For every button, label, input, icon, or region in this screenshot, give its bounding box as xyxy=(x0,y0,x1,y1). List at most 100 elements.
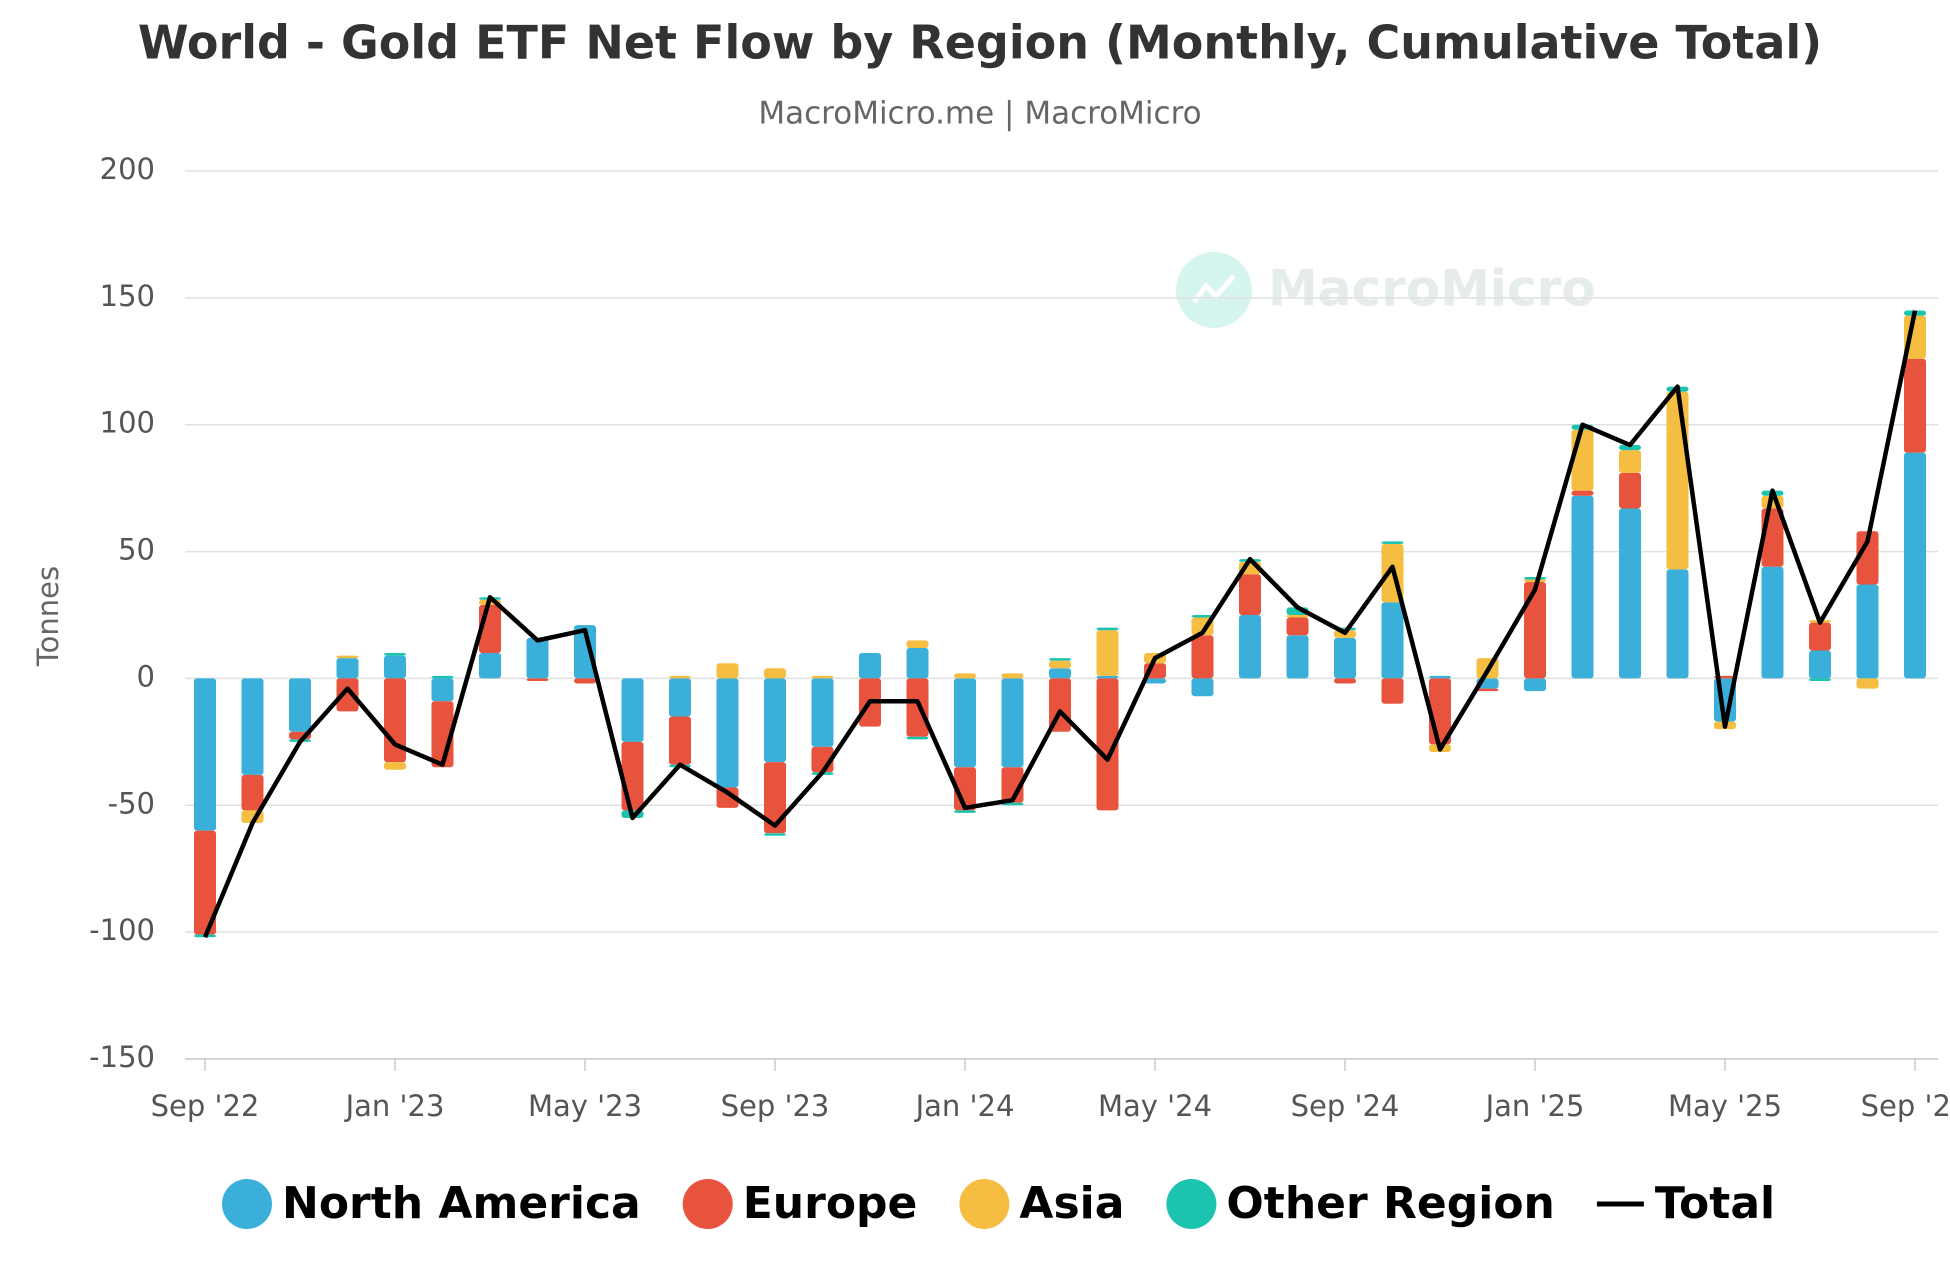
bar-segment xyxy=(1666,391,1689,570)
bar-segment xyxy=(1191,615,1214,618)
bar-segment xyxy=(811,678,834,747)
legend-symbol xyxy=(682,1179,733,1229)
bar-segment xyxy=(1809,622,1831,651)
bar-segment xyxy=(431,678,454,702)
bar-segment xyxy=(1856,678,1879,689)
bar-segment xyxy=(716,663,739,679)
bar-segment xyxy=(1239,615,1261,679)
bar-segment xyxy=(1049,668,1071,679)
bar-segment xyxy=(431,675,454,679)
x-tick-label: Sep '22 xyxy=(151,1089,260,1123)
watermark-logo xyxy=(1176,252,1252,328)
legend-label: Europe xyxy=(743,1178,918,1229)
bar-segment xyxy=(621,741,644,811)
bar-segment xyxy=(1904,452,1926,679)
bar-segment xyxy=(526,678,549,681)
bar-segment xyxy=(241,774,264,811)
bar-segment xyxy=(1096,675,1119,679)
bar-segment xyxy=(194,830,216,935)
legend-label: Asia xyxy=(1019,1178,1124,1229)
bar-segment xyxy=(1666,569,1689,679)
bar-segment xyxy=(669,716,691,765)
bar-segment xyxy=(241,678,264,775)
bar-segment xyxy=(1856,531,1879,585)
bar-segment xyxy=(336,655,359,659)
legend-label: Other Region xyxy=(1226,1178,1554,1229)
bar-segment xyxy=(669,678,691,717)
bar-segment xyxy=(1904,358,1926,453)
bar-segment xyxy=(336,678,359,712)
bar-segment xyxy=(954,810,976,813)
y-tick-label: -150 xyxy=(89,1040,155,1074)
bar-segment xyxy=(384,653,406,656)
bar-segment xyxy=(906,647,929,679)
legend-label: Total xyxy=(1655,1178,1775,1229)
legend-label: North America xyxy=(282,1178,641,1229)
bar-segment xyxy=(194,678,216,831)
bar-segment xyxy=(1049,660,1071,669)
bar-segment xyxy=(764,762,786,834)
bar-segment xyxy=(1524,678,1546,692)
x-tick-label: May '23 xyxy=(528,1089,642,1123)
chart-title: World - Gold ETF Net Flow by Region (Mon… xyxy=(138,16,1822,70)
x-tick-label: Jan '23 xyxy=(344,1089,445,1123)
bar-segment xyxy=(1049,658,1071,661)
bar-segment xyxy=(1001,673,1024,679)
bar-segment xyxy=(1381,602,1404,679)
x-tick-label: Sep '24 xyxy=(1291,1089,1400,1123)
bar-segment xyxy=(384,655,406,679)
bar-segment xyxy=(1286,615,1309,618)
bar-segment xyxy=(1571,429,1594,491)
y-tick-label: -100 xyxy=(89,913,155,947)
bar-segment xyxy=(1286,617,1309,636)
bar-segment xyxy=(716,787,739,808)
x-tick-label: May '25 xyxy=(1668,1089,1782,1123)
total-line xyxy=(202,310,1918,939)
bar-segment xyxy=(1524,582,1546,679)
x-tick-label: Sep '23 xyxy=(721,1089,830,1123)
x-tick-label: Jan '25 xyxy=(1484,1089,1585,1123)
bar-segment xyxy=(1761,566,1784,679)
x-tick-label: May '24 xyxy=(1098,1089,1212,1123)
bar-segment xyxy=(764,668,786,679)
bar-segment xyxy=(669,675,691,679)
y-tick-label: -50 xyxy=(108,786,155,820)
bar-segment xyxy=(1001,802,1024,806)
bar-segment xyxy=(859,653,881,679)
bar-segment xyxy=(1476,688,1499,692)
bar-segment xyxy=(1619,472,1641,509)
bar-segment xyxy=(1524,579,1546,583)
bar-segment xyxy=(1191,678,1214,697)
bar-segment xyxy=(1619,450,1641,473)
bar-segment xyxy=(1239,574,1261,615)
bar-segment xyxy=(526,637,549,679)
bar-segment xyxy=(1571,495,1594,679)
bar-segment xyxy=(1191,635,1214,679)
bar-segment xyxy=(289,678,311,732)
bar-segment xyxy=(954,678,976,768)
bar-segment xyxy=(1429,675,1451,679)
bar-segment xyxy=(906,678,929,737)
bar-segment xyxy=(384,762,406,770)
bar-segment xyxy=(1619,508,1641,679)
bar-segment xyxy=(716,678,739,788)
bar-segment xyxy=(906,640,929,648)
bar-segment xyxy=(1334,637,1356,679)
watermark: MacroMicro xyxy=(1268,260,1596,318)
x-tick-label: Sep '25 xyxy=(1861,1089,1950,1123)
bar-segment xyxy=(1856,584,1879,679)
bar-segment xyxy=(1334,678,1356,684)
y-tick-label: 150 xyxy=(100,279,155,313)
bar-segment xyxy=(1809,678,1831,681)
bar-segment xyxy=(1381,678,1404,704)
x-tick-label: Jan '24 xyxy=(914,1089,1015,1123)
bar-segment xyxy=(574,678,596,684)
bar-segment xyxy=(1524,576,1546,580)
y-tick-label: 100 xyxy=(100,406,155,440)
bar-segment xyxy=(1381,541,1404,544)
bar-segment xyxy=(764,678,786,763)
bar-segment xyxy=(954,673,976,679)
chart-subtitle: MacroMicro.me | MacroMicro xyxy=(758,96,1201,132)
y-tick-label: 50 xyxy=(118,533,155,567)
